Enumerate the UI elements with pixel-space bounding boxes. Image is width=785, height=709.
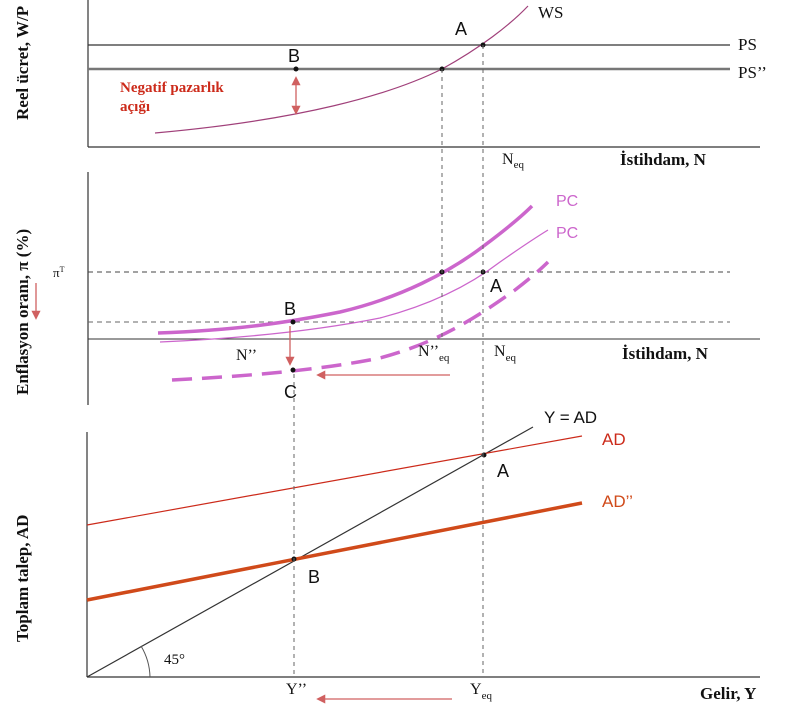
panel-labor-market: WS PS PS’’ A B Negatif pazarlık açığı Ne… [13, 0, 767, 171]
pc-point-b-dot [290, 319, 296, 325]
neq-sub: eq [514, 159, 525, 171]
pc-label-1: PC [556, 193, 578, 210]
ad-point-b-label: B [308, 567, 320, 587]
pi-target-label: πT [53, 265, 65, 280]
panel-aggregate-demand: Y = AD AD AD’’ 45° A B Y’’ Yeq Gelir, Y … [13, 408, 760, 704]
panel3-x-axis-label: Gelir, Y [700, 684, 756, 703]
n-new-label: N’’ [236, 347, 257, 364]
panel2-y-axis-label: Enflasyon oranı, π (%) [13, 229, 32, 395]
gap-label-line1: Negatif pazarlık [120, 80, 224, 96]
ad-line [86, 435, 583, 526]
pc-point-b-label: B [284, 299, 296, 319]
angle-arc [140, 645, 151, 678]
pc-curve-dashed [171, 260, 550, 382]
panel-phillips-curve: PC PC πT A B C N’’ N’’eq Neq İstihdam, N… [13, 172, 760, 405]
panel2-neq-sub: eq [506, 352, 517, 364]
pc-point-c-dot [290, 367, 296, 373]
point-a-label: A [455, 19, 467, 39]
neq-main: N [502, 151, 514, 168]
panel3-y-axis-label: Toplam talep, AD [13, 515, 32, 642]
y-equals-ad-line [86, 426, 534, 678]
yeq-label: Yeq [470, 681, 492, 702]
panel1-neq-label: Neq [502, 151, 524, 171]
angle-label: 45° [164, 652, 185, 668]
ad-point-a-label: A [497, 461, 509, 481]
ad-point-a-dot [481, 452, 487, 458]
ws-curve [154, 5, 529, 134]
ad-label: AD [602, 430, 626, 449]
pc-curve-thick [157, 204, 534, 335]
pi-sup: T [60, 265, 65, 274]
yeq-main: Y [470, 681, 482, 698]
y-equals-ad-label: Y = AD [544, 408, 597, 427]
point-b-label: B [288, 46, 300, 66]
pc-point-c-label: C [284, 382, 297, 402]
pi-main: π [53, 265, 60, 280]
ps-new-label: PS’’ [738, 63, 767, 82]
panel2-x-axis-label: İstihdam, N [622, 344, 709, 363]
ps-label: PS [738, 35, 757, 54]
gap-label-line2: açığı [120, 99, 150, 115]
ad-new-line [86, 501, 583, 602]
pc-label-2: PC [556, 225, 578, 242]
n-new-eq-label: N’’eq [418, 343, 450, 364]
n-new-eq-sub: eq [439, 352, 450, 364]
panel2-neq-main: N [494, 343, 506, 360]
panel1-y-axis-label: Reel ücret, W/P [13, 6, 32, 120]
n-new-eq-main: N’’ [418, 343, 439, 360]
vertical-guides [293, 45, 484, 677]
y-new-label: Y’’ [286, 681, 307, 698]
ws-label: WS [538, 3, 564, 22]
panel2-neq-label: Neq [494, 343, 516, 364]
point-b-dot [293, 66, 299, 72]
pc-point-a-label: A [490, 276, 502, 296]
yeq-sub: eq [482, 690, 493, 702]
panel1-x-axis-label: İstihdam, N [620, 150, 707, 169]
pc-curve-thin [159, 229, 549, 343]
ad-new-label: AD’’ [602, 492, 633, 511]
